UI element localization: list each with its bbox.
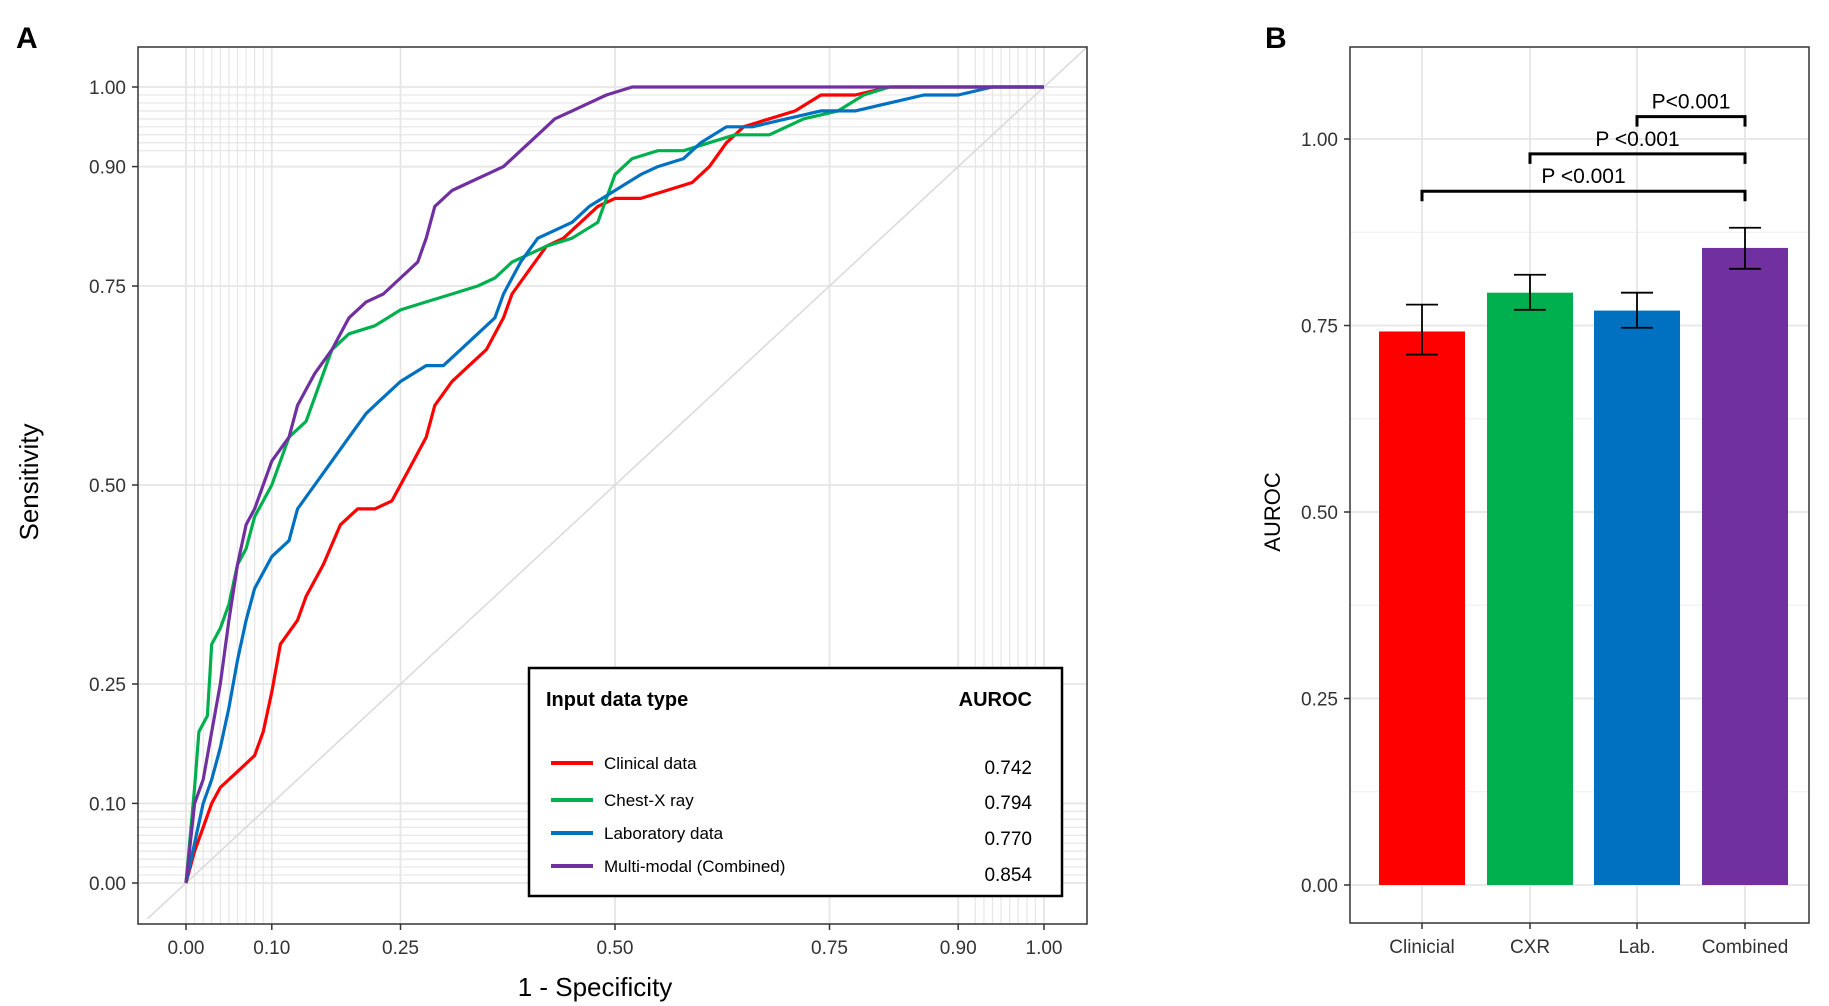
roc-x-tick-label: 0.25: [382, 938, 419, 959]
significance-bracket: [1528, 152, 1747, 164]
roc-curve-combined: [184, 85, 1044, 884]
significance-label: P <0.001: [1595, 128, 1679, 151]
bars: [1379, 247, 1788, 886]
roc-y-tick-label: 1.00: [89, 78, 126, 99]
legend-label-combined: Multi-modal (Combined): [604, 857, 785, 876]
significance-bracket: [1635, 115, 1747, 127]
bar-y-tick-label: 0.75: [1301, 317, 1338, 338]
bar-x-tick-label: Combined: [1702, 937, 1789, 958]
roc-y-tick-label: 0.10: [89, 794, 126, 815]
legend-value-lab: 0.770: [984, 829, 1032, 850]
roc-x-axis: 0.00 0.10 0.25 0.50 0.75 0.90 1.00: [168, 924, 1063, 959]
bar-y-axis: 0.00 0.25 0.50 0.75 1.00: [1301, 130, 1350, 897]
bar-x-axis: Clinicial CXR Lab. Combined: [1389, 923, 1788, 958]
roc-curve-lab: [184, 85, 1044, 884]
legend-title: Input data type: [546, 689, 688, 711]
roc-y-tick-label: 0.75: [89, 277, 126, 298]
roc-x-axis-title: 1 - Specificity: [518, 972, 673, 1002]
roc-y-tick-label: 0.50: [89, 476, 126, 497]
bar-y-axis-title: AUROC: [1260, 472, 1285, 552]
panel-a-letter: A: [16, 22, 38, 55]
roc-x-tick-label: 0.75: [811, 938, 848, 959]
roc-y-tick-label: 0.00: [89, 874, 126, 895]
roc-x-tick-label: 0.90: [940, 938, 977, 959]
significance-label: P<0.001: [1652, 91, 1731, 114]
roc-y-axis-title: Sensitivity: [14, 423, 44, 540]
legend-value-cxr: 0.794: [984, 793, 1032, 814]
bar-x-tick-label: Lab.: [1619, 937, 1656, 958]
roc-chart: 0.00 0.10 0.25 0.50 0.75 0.90 1.00 0.00 0.10 0.2…: [14, 46, 1088, 1002]
roc-y-tick-label: 0.25: [89, 675, 126, 696]
roc-curves: [184, 85, 1044, 884]
bar-plot-border: [1349, 46, 1810, 924]
roc-x-tick-label: 0.00: [168, 938, 205, 959]
roc-reference-diagonal: [146, 46, 1088, 920]
bar-cxr: [1487, 292, 1573, 885]
legend-box: [527, 666, 1064, 898]
bar-clinical: [1379, 331, 1465, 885]
roc-y-axis: 0.00 0.10 0.25 0.50 0.75 0.90 1.00: [89, 78, 138, 895]
roc-curve-clinical: [184, 85, 1044, 884]
legend-value-combined: 0.854: [984, 865, 1032, 886]
significance-brackets: P<0.001 P <0.001 P <0.001: [1420, 91, 1747, 202]
roc-x-tick-label: 0.10: [253, 938, 290, 959]
bar-y-tick-label: 0.25: [1301, 690, 1338, 711]
legend-value-header: AUROC: [959, 689, 1032, 711]
error-bars: [1406, 226, 1761, 356]
bar-lab: [1594, 310, 1680, 886]
significance-bracket: [1420, 189, 1747, 202]
legend-label-cxr: Chest-X ray: [604, 791, 694, 810]
panel-b-letter: B: [1265, 22, 1287, 55]
roc-legend: Input data type AUROC Clinical data 0.742…: [527, 666, 1064, 898]
bar-y-tick-label: 0.00: [1301, 876, 1338, 897]
bar-x-tick-label: Clinicial: [1389, 937, 1454, 958]
bar-combined: [1702, 247, 1788, 885]
roc-x-tick-label: 0.50: [597, 938, 634, 959]
bar-y-tick-label: 1.00: [1301, 130, 1338, 151]
roc-y-tick-label: 0.90: [89, 158, 126, 179]
bar-y-tick-label: 0.50: [1301, 503, 1338, 524]
bar-x-tick-label: CXR: [1510, 937, 1550, 958]
roc-curve-cxr: [184, 85, 1044, 884]
legend-label-lab: Laboratory data: [604, 824, 724, 843]
legend-value-clinical: 0.742: [984, 758, 1032, 779]
significance-label: P <0.001: [1541, 165, 1625, 188]
legend-label-clinical: Clinical data: [604, 754, 697, 773]
auroc-bar-chart: P<0.001 P <0.001 P <0.001 Clinicial CXR Lab.…: [1260, 46, 1810, 958]
roc-x-tick-label: 1.00: [1026, 938, 1063, 959]
